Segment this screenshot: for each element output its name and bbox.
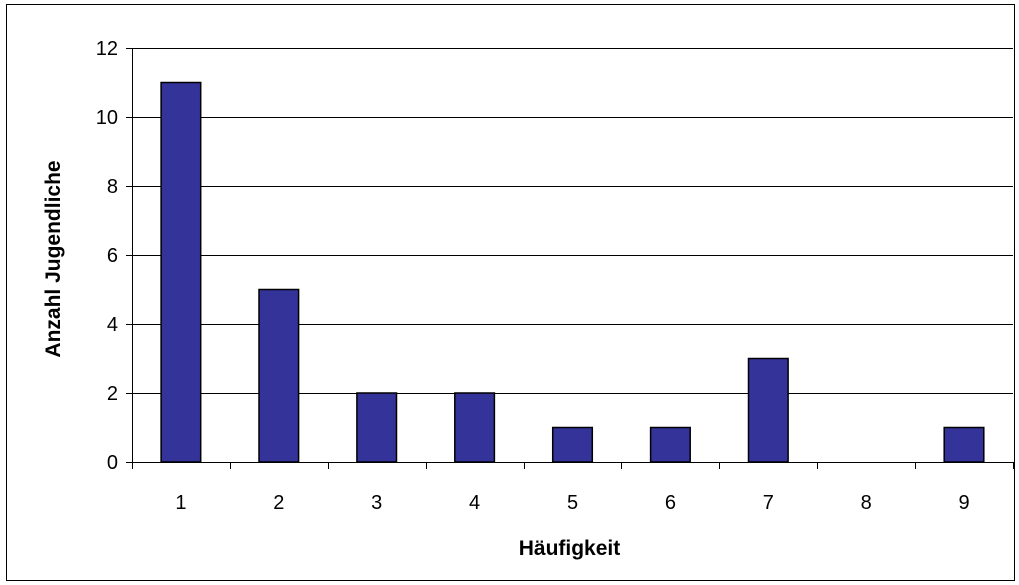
x-tick-labels: 1 2 3 4 5 6 7 8 9 — [175, 492, 969, 514]
bar-4 — [454, 392, 496, 463]
y-tick-label-0: 0 — [107, 452, 118, 474]
axes — [126, 48, 1014, 469]
y-tick-label-8: 8 — [107, 176, 118, 198]
y-tick-label-12: 12 — [96, 38, 118, 60]
bar-9 — [943, 426, 985, 463]
x-tick-label-3: 3 — [371, 492, 382, 514]
x-tick-label-1: 1 — [175, 492, 186, 514]
x-tick-label-6: 6 — [665, 492, 676, 514]
y-tick-label-10: 10 — [96, 107, 118, 129]
bar-2 — [258, 288, 300, 463]
y-axis-title: Anzahl Jugendliche — [42, 160, 65, 357]
bar-3 — [356, 392, 398, 463]
y-tick-label-4: 4 — [107, 314, 118, 336]
x-tick-label-4: 4 — [469, 492, 480, 514]
y-tick-label-6: 6 — [107, 245, 118, 267]
bars — [160, 81, 985, 463]
x-tick-label-2: 2 — [273, 492, 284, 514]
bar-7 — [747, 357, 789, 463]
x-tick-label-9: 9 — [958, 492, 969, 514]
x-tick-label-5: 5 — [567, 492, 578, 514]
x-tick-label-8: 8 — [861, 492, 872, 514]
y-tick-labels: 0 2 4 6 8 10 12 — [96, 38, 118, 474]
y-tick-label-2: 2 — [107, 383, 118, 405]
bar-6 — [649, 426, 691, 463]
bar-5 — [551, 426, 594, 463]
bar-1 — [160, 81, 202, 463]
x-tick-label-7: 7 — [763, 492, 774, 514]
x-axis-title: Häufigkeit — [519, 537, 621, 560]
